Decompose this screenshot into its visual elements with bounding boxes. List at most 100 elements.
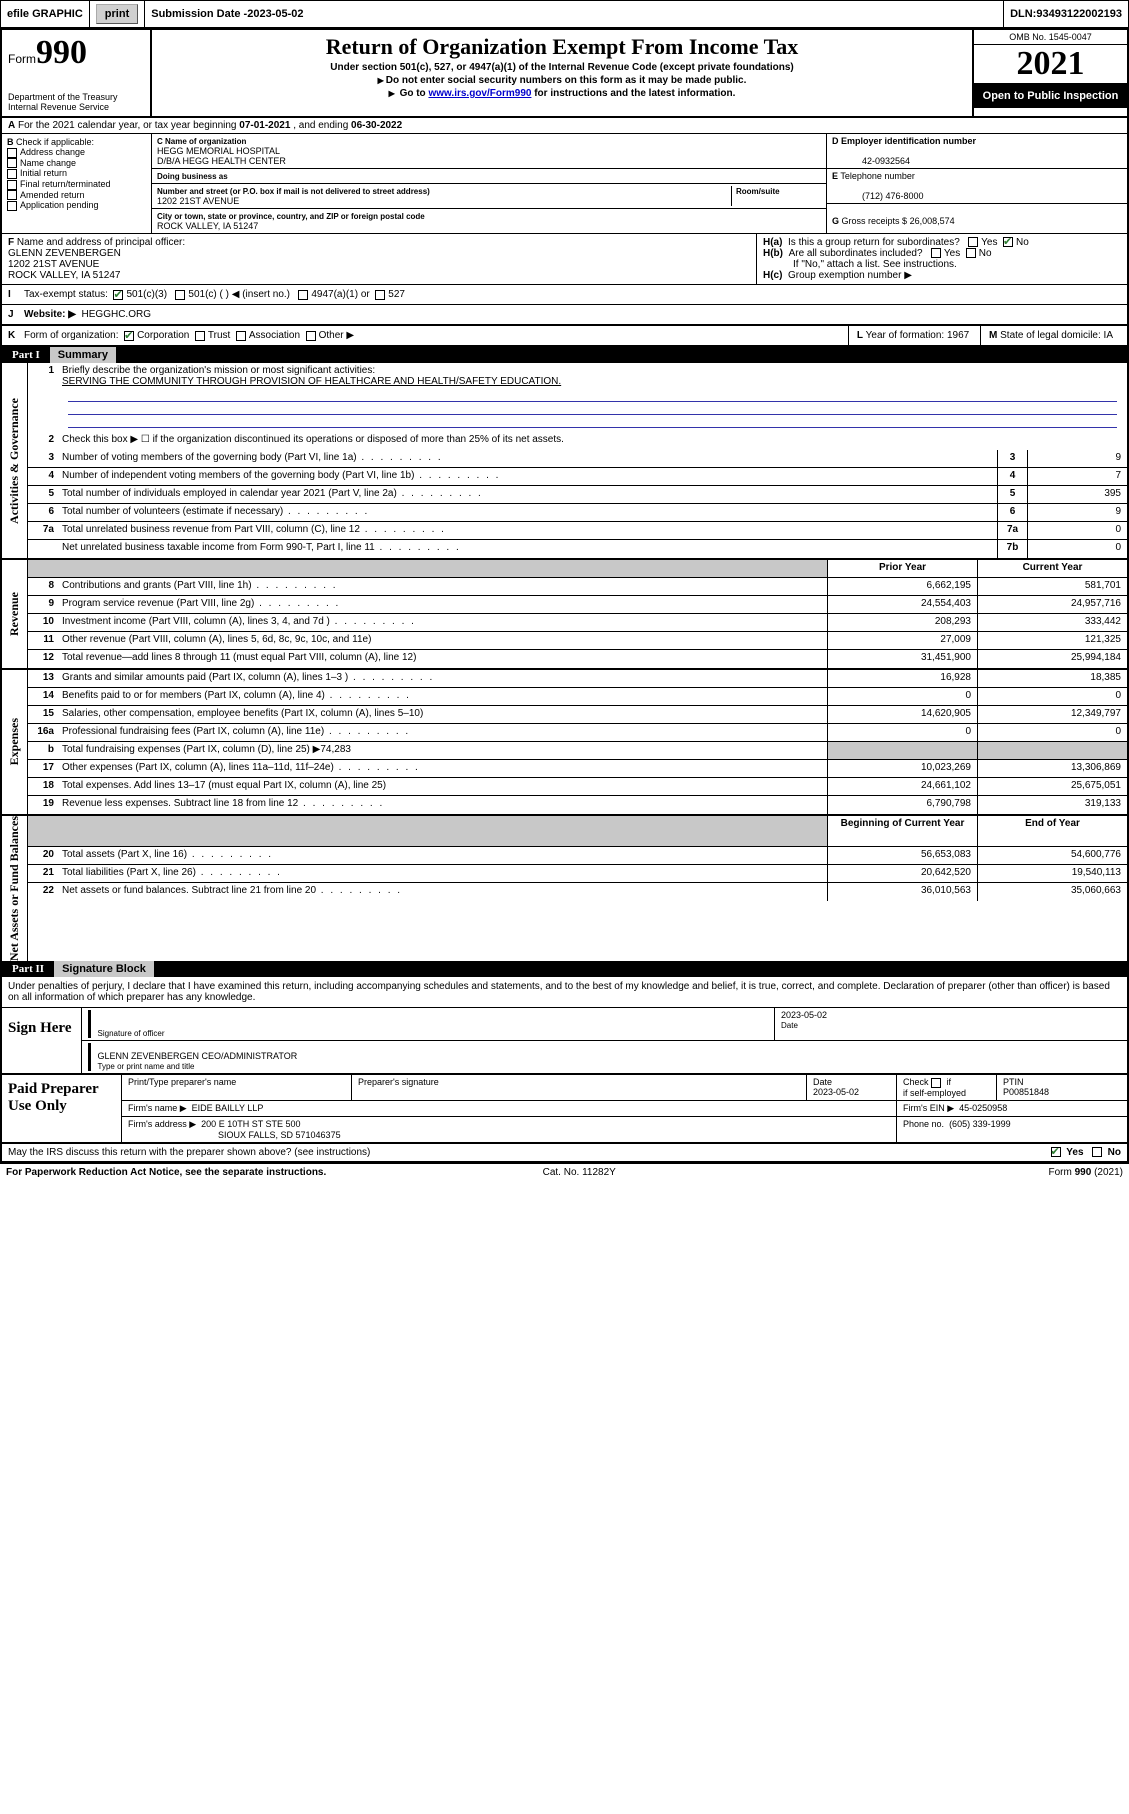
sig-date-value: 2023-05-02 [781,1010,827,1020]
street-value: 1202 21ST AVENUE [157,196,239,206]
part-2-title: Signature Block [54,961,154,977]
chk-discuss-yes[interactable] [1051,1147,1061,1157]
governance-body: 1 Briefly describe the organization's mi… [28,363,1127,558]
mission-text: SERVING THE COMMUNITY THROUGH PROVISION … [62,376,561,387]
discuss-yn: Yes No [1051,1147,1122,1158]
hdr-end: End of Year [977,816,1127,846]
chk-assoc[interactable] [236,331,246,341]
r7b-box: 7b [997,540,1027,558]
paid-row-1: Print/Type preparer's name Preparer's si… [122,1075,1127,1101]
efile-graphic-label: efile GRAPHIC [1,1,90,27]
type-name-label: Type or print name and title [98,1062,195,1071]
chk-501c[interactable] [175,290,185,300]
opt-4947: 4947(a)(1) or [311,289,369,300]
r1-text: Briefly describe the organization's miss… [62,365,375,376]
opt-corp: Corporation [137,330,189,341]
r4-box: 4 [997,468,1027,485]
cat-no: Cat. No. 11282Y [543,1167,616,1178]
r9-curr: 24,957,716 [977,596,1127,613]
website-label: Website: ▶ [24,309,76,320]
opt-501c: 501(c) ( ) ◀ (insert no.) [188,289,290,300]
line-j: J Website: ▶ HEGGHC.ORG [2,305,1127,326]
chk-discuss-no[interactable] [1092,1147,1102,1157]
part-1-header: Part I Summary [2,347,1127,363]
r10-text: Investment income (Part VIII, column (A)… [58,614,827,631]
r18-prior: 24,661,102 [827,778,977,795]
ein-value: 42-0932564 [832,156,910,166]
checkbox-initial[interactable] [7,169,17,179]
vtab-net-label: Net Assets or Fund Balances [7,816,22,961]
hb-no-checkbox[interactable] [966,248,976,258]
if-label: if [947,1077,952,1087]
section-net-assets: Net Assets or Fund Balances Beginning of… [2,816,1127,961]
form-org-label: Form of organization: [24,330,119,341]
org-name-1: HEGG MEMORIAL HOSPITAL [157,146,280,156]
r12-text: Total revenue—add lines 8 through 11 (mu… [58,650,827,668]
block-deg: D Employer identification number 42-0932… [827,134,1127,233]
blocks-bcdeg: B Check if applicable: Address change Na… [2,134,1127,234]
officer-city: ROCK VALLEY, IA 51247 [8,270,120,281]
r13-num: 13 [28,670,58,687]
r11-text: Other revenue (Part VIII, column (A), li… [58,632,827,649]
checkbox-addr-change[interactable] [7,148,17,158]
rule-line [68,402,1117,415]
r3-num: 3 [28,450,58,467]
r21-prior: 20,642,520 [827,865,977,882]
vtab-governance: Activities & Governance [2,363,28,558]
ha-no-checkbox[interactable] [1003,237,1013,247]
hdr-begin: Beginning of Current Year [827,816,977,846]
chk-corp[interactable] [124,331,134,341]
r6-val: 9 [1027,504,1127,521]
r18-num: 18 [28,778,58,795]
header-middle: Return of Organization Exempt From Incom… [152,30,972,116]
section-expenses: Expenses 13 Grants and similar amounts p… [2,670,1127,816]
checkbox-final[interactable] [7,180,17,190]
chk-other[interactable] [306,331,316,341]
goto-post: for instructions and the latest informat… [531,88,735,99]
chk-501c3[interactable] [113,290,123,300]
r12-num: 12 [28,650,58,668]
chk-527[interactable] [375,290,385,300]
row-17: 17 Other expenses (Part IX, column (A), … [28,760,1127,778]
chk-4947[interactable] [298,290,308,300]
r16b-curr-shade [977,742,1127,759]
r14-num: 14 [28,688,58,705]
ha-yes-checkbox[interactable] [968,237,978,247]
r13-curr: 18,385 [977,670,1127,687]
hb-text: Are all subordinates included? [789,248,923,259]
checkbox-app-pending[interactable] [7,201,17,211]
r14-text: Benefits paid to or for members (Part IX… [58,688,827,705]
r7a-box: 7a [997,522,1027,539]
checkbox-name-change[interactable] [7,158,17,168]
firm-ein-label: Firm's EIN ▶ [903,1103,954,1113]
nethdr-blank [28,816,58,846]
paid-row-3: Firm's address ▶ 200 E 10TH ST STE 500 S… [122,1117,1127,1142]
r3-text: Number of voting members of the governin… [58,450,997,467]
domicile-value: IA [1104,330,1113,341]
firm-ein-value: 45-0250958 [959,1103,1007,1113]
r16a-num: 16a [28,724,58,741]
chk-self-employed[interactable] [931,1078,941,1088]
chk-trust[interactable] [195,331,205,341]
print-button[interactable]: print [96,4,138,24]
checkbox-amended[interactable] [7,190,17,200]
r21-text: Total liabilities (Part X, line 26) [58,865,827,882]
line-klm: K Form of organization: Corporation Trus… [2,326,1127,347]
header-left: Form990 Department of the Treasury Inter… [2,30,152,116]
firm-name-cell: Firm's name ▶ EIDE BAILLY LLP [122,1101,897,1116]
hb-yes-checkbox[interactable] [931,248,941,258]
form-990-number: 990 [36,34,87,71]
row-8: 8 Contributions and grants (Part VIII, l… [28,578,1127,596]
r16a-text: Professional fundraising fees (Part IX, … [58,724,827,741]
firm-phone-label: Phone no. [903,1119,944,1129]
opt-trust: Trust [208,330,230,341]
r16b-desc: Total fundraising expenses (Part IX, col… [58,742,827,759]
ein-label: Employer identification number [841,136,976,146]
r9-text: Program service revenue (Part VIII, line… [58,596,827,613]
nethdr-blank2 [58,816,827,846]
irs-link[interactable]: www.irs.gov/Form990 [428,88,531,99]
street-section: Number and street (or P.O. box if mail i… [152,184,826,209]
r6-box: 6 [997,504,1027,521]
line-a-text: For the 2021 calendar year, or tax year … [18,120,239,131]
r5-text: Total number of individuals employed in … [58,486,997,503]
